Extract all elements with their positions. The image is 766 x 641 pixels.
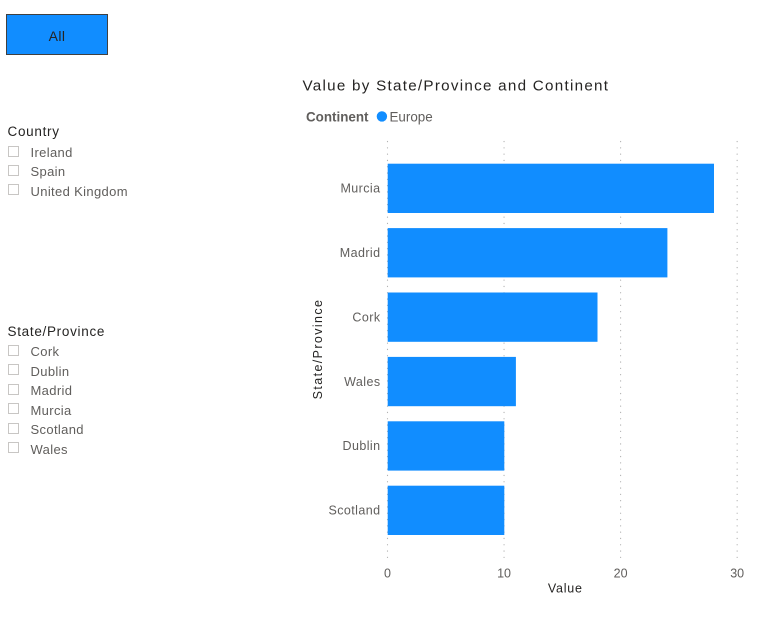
svg-text:Continent: Continent (306, 110, 369, 125)
svg-text:Value by State/Province and Co: Value by State/Province and Continent (303, 77, 610, 94)
svg-text:Madrid: Madrid (340, 246, 381, 260)
svg-text:Scotland: Scotland (328, 504, 380, 518)
svg-text:Value: Value (548, 582, 583, 596)
svg-text:20: 20 (614, 567, 628, 581)
svg-text:0: 0 (384, 567, 391, 581)
svg-text:Cork: Cork (352, 310, 380, 324)
svg-text:Murcia: Murcia (340, 182, 380, 196)
svg-text:10: 10 (497, 567, 511, 581)
svg-text:Wales: Wales (344, 375, 380, 389)
svg-text:Dublin: Dublin (343, 439, 381, 453)
svg-text:State/Province: State/Province (311, 299, 325, 400)
svg-text:Europe: Europe (390, 110, 433, 125)
svg-text:30: 30 (730, 567, 744, 581)
